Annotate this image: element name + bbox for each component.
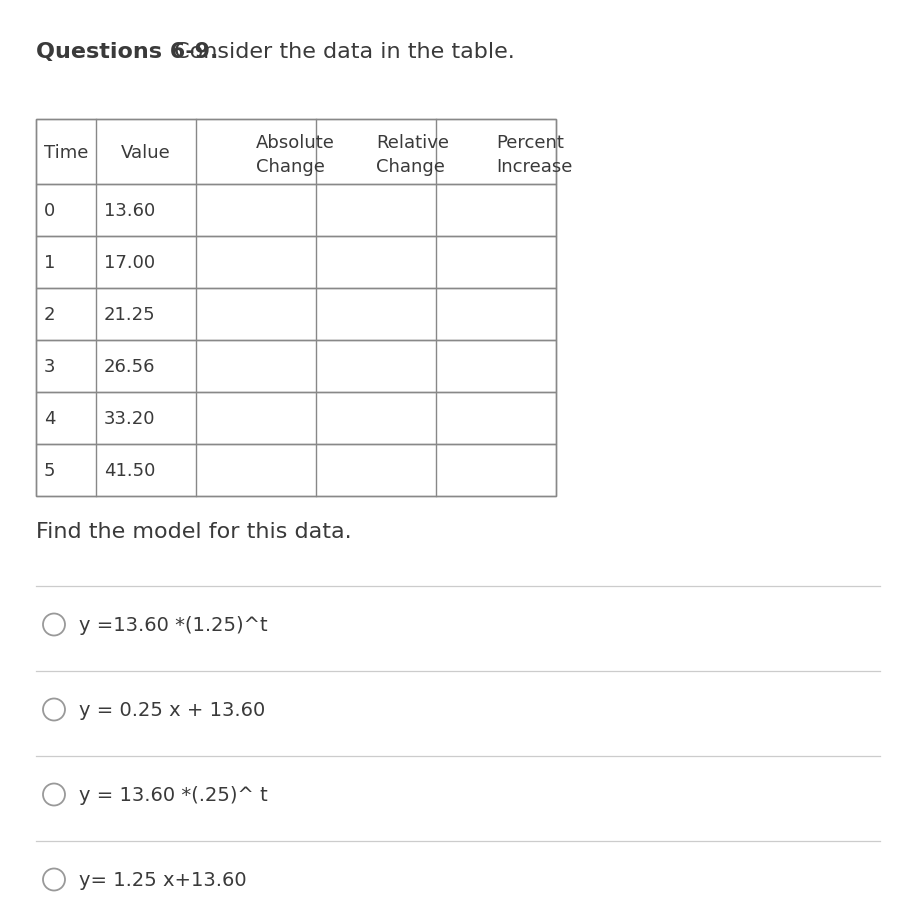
Text: Increase: Increase xyxy=(496,158,572,176)
Text: Find the model for this data.: Find the model for this data. xyxy=(36,521,352,541)
Text: Time: Time xyxy=(44,143,88,162)
Text: 33.20: 33.20 xyxy=(104,410,156,427)
Text: Relative: Relative xyxy=(375,134,448,152)
Text: y = 0.25 x + 13.60: y = 0.25 x + 13.60 xyxy=(79,700,265,720)
Text: Questions 6-9.: Questions 6-9. xyxy=(36,42,218,62)
Text: 17.00: 17.00 xyxy=(104,254,155,272)
Bar xyxy=(36,392,556,445)
Text: 1: 1 xyxy=(44,254,56,272)
Bar xyxy=(36,445,556,496)
Text: 21.25: 21.25 xyxy=(104,306,156,323)
Bar xyxy=(36,341,556,392)
Bar xyxy=(36,289,556,341)
Text: 0: 0 xyxy=(44,202,56,220)
Text: Percent: Percent xyxy=(496,134,563,152)
Text: Change: Change xyxy=(375,158,445,176)
Text: 3: 3 xyxy=(44,357,56,376)
Text: y = 13.60 *(.25)^ t: y = 13.60 *(.25)^ t xyxy=(79,785,268,804)
Bar xyxy=(36,119,556,496)
Text: 26.56: 26.56 xyxy=(104,357,156,376)
Text: Absolute: Absolute xyxy=(256,134,334,152)
Text: 41.50: 41.50 xyxy=(104,461,155,480)
Text: 13.60: 13.60 xyxy=(104,202,155,220)
Text: 4: 4 xyxy=(44,410,56,427)
Bar xyxy=(36,237,556,289)
Text: y =13.60 *(1.25)^t: y =13.60 *(1.25)^t xyxy=(79,616,267,634)
Bar xyxy=(36,185,556,237)
Bar xyxy=(36,119,556,185)
Text: y= 1.25 x+13.60: y= 1.25 x+13.60 xyxy=(79,870,246,889)
Text: 5: 5 xyxy=(44,461,56,480)
Text: 2: 2 xyxy=(44,306,56,323)
Text: Consider the data in the table.: Consider the data in the table. xyxy=(167,42,514,62)
Text: Change: Change xyxy=(256,158,324,176)
Text: Value: Value xyxy=(121,143,170,162)
